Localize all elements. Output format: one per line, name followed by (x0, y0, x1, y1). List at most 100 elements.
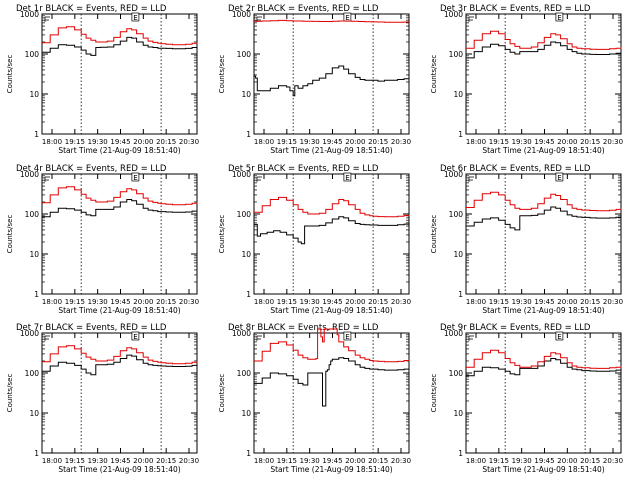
x-tick-label: 20:00 (557, 457, 577, 465)
x-tick-label: 18:00 (466, 138, 486, 146)
series-lld-line (42, 26, 198, 46)
marker-label: E (345, 174, 349, 182)
x-tick-label: 19:15 (489, 457, 509, 465)
x-tick-label: 20:00 (345, 298, 365, 306)
corner-mark (256, 335, 262, 341)
x-tick-label: 19:45 (110, 138, 130, 146)
series-events-line (466, 206, 622, 231)
x-tick-label: 19:15 (277, 457, 297, 465)
x-tick-label: 19:15 (277, 298, 297, 306)
y-tick-label: 100 (237, 210, 252, 219)
x-tick-label: 18:00 (42, 298, 62, 306)
x-tick-label: 18:00 (254, 457, 274, 465)
x-tick-label: 18:00 (466, 457, 486, 465)
y-tick-label: 1 (34, 130, 39, 139)
y-tick-label: 10 (453, 90, 463, 99)
x-tick-label: 19:30 (512, 298, 532, 306)
series-events-line (42, 354, 198, 376)
x-tick-label: 18:00 (466, 298, 486, 306)
x-tick-label: 20:15 (580, 138, 600, 146)
x-tick-label: 19:15 (65, 298, 85, 306)
marker-label: E (133, 333, 137, 341)
y-axis-label: Counts/sec (430, 55, 438, 94)
plot-frame (41, 173, 198, 295)
panel-title: Det 9r BLACK = Events, RED = LLD (440, 323, 591, 333)
x-tick-label: 20:00 (133, 457, 153, 465)
marker-box (555, 331, 564, 341)
x-tick-label: 19:30 (300, 138, 320, 146)
marker-box (343, 172, 352, 182)
detector-panel-5: Det 5r BLACK = Events, RED = LLD 1 10 100 10… (218, 164, 411, 315)
x-axis-label: Start Time (21-Aug-09 18:51:40) (482, 146, 604, 155)
y-tick-label: 1000 (232, 10, 251, 19)
panel-title: Det 2r BLACK = Events, RED = LLD (228, 4, 379, 14)
x-tick-label: 20:00 (345, 138, 365, 146)
panel-title: Det 1r BLACK = Events, RED = LLD (16, 4, 167, 14)
x-tick-label: 20:00 (557, 298, 577, 306)
y-tick-label: 1 (34, 290, 39, 299)
x-tick-label: 19:30 (300, 298, 320, 306)
y-tick-label: 10 (241, 90, 251, 99)
x-tick-label: 20:15 (156, 457, 176, 465)
x-tick-label: 19:45 (534, 457, 554, 465)
y-tick-label: 1000 (20, 329, 39, 338)
marker-label: E (345, 333, 349, 341)
y-tick-label: 10 (241, 250, 251, 259)
detector-panel-1: Det 1r BLACK = Events, RED = LLD 1 10 100 10… (6, 4, 199, 155)
y-axis-label: Counts/sec (6, 215, 14, 254)
x-tick-label: 19:45 (534, 298, 554, 306)
x-tick-label: 20:30 (603, 457, 623, 465)
marker-box (555, 172, 564, 182)
series-events-line (42, 36, 198, 56)
series-lld-line (254, 328, 410, 363)
series-lld-line (254, 19, 410, 23)
x-tick-label: 20:30 (179, 138, 199, 146)
series-lld-line (254, 196, 410, 218)
x-tick-label: 19:30 (88, 138, 108, 146)
series-lld-line (466, 349, 622, 369)
y-tick-label: 1 (246, 290, 251, 299)
plot-frame (253, 332, 410, 454)
x-axis-label: Start Time (21-Aug-09 18:51:40) (58, 146, 180, 155)
y-tick-label: 1000 (444, 329, 463, 338)
x-tick-label: 19:30 (300, 457, 320, 465)
plot-frame (41, 332, 198, 454)
corner-mark (256, 176, 262, 182)
marker-label: E (557, 14, 561, 22)
y-tick-label: 1000 (20, 10, 39, 19)
x-tick-label: 19:15 (65, 457, 85, 465)
marker-box (131, 331, 140, 341)
marker-label: E (557, 174, 561, 182)
y-tick-label: 10 (241, 409, 251, 418)
y-axis-label: Counts/sec (218, 374, 226, 413)
x-tick-label: 20:15 (156, 298, 176, 306)
panel-title: Det 7r BLACK = Events, RED = LLD (16, 323, 167, 333)
y-tick-label: 1000 (232, 329, 251, 338)
x-tick-label: 19:30 (88, 298, 108, 306)
corner-mark (468, 176, 474, 182)
x-axis-label: Start Time (21-Aug-09 18:51:40) (482, 306, 604, 315)
corner-mark (468, 16, 474, 22)
y-tick-label: 10 (453, 250, 463, 259)
y-axis-label: Counts/sec (218, 215, 226, 254)
y-axis-label: Counts/sec (6, 55, 14, 94)
y-tick-label: 1000 (20, 170, 39, 179)
x-tick-label: 20:15 (580, 298, 600, 306)
x-tick-label: 20:30 (179, 457, 199, 465)
x-tick-label: 20:30 (391, 138, 411, 146)
x-tick-label: 20:15 (368, 298, 388, 306)
x-tick-label: 20:30 (179, 298, 199, 306)
x-tick-label: 19:15 (65, 138, 85, 146)
x-tick-label: 18:00 (254, 138, 274, 146)
corner-mark (44, 335, 50, 341)
plot-frame (253, 13, 410, 135)
series-events-line (254, 216, 410, 245)
x-axis-label: Start Time (21-Aug-09 18:51:40) (58, 465, 180, 474)
y-axis-label: Counts/sec (218, 55, 226, 94)
y-tick-label: 10 (453, 409, 463, 418)
y-tick-label: 100 (237, 50, 252, 59)
series-events-line (466, 41, 622, 59)
x-tick-label: 20:00 (133, 138, 153, 146)
marker-box (555, 12, 564, 22)
